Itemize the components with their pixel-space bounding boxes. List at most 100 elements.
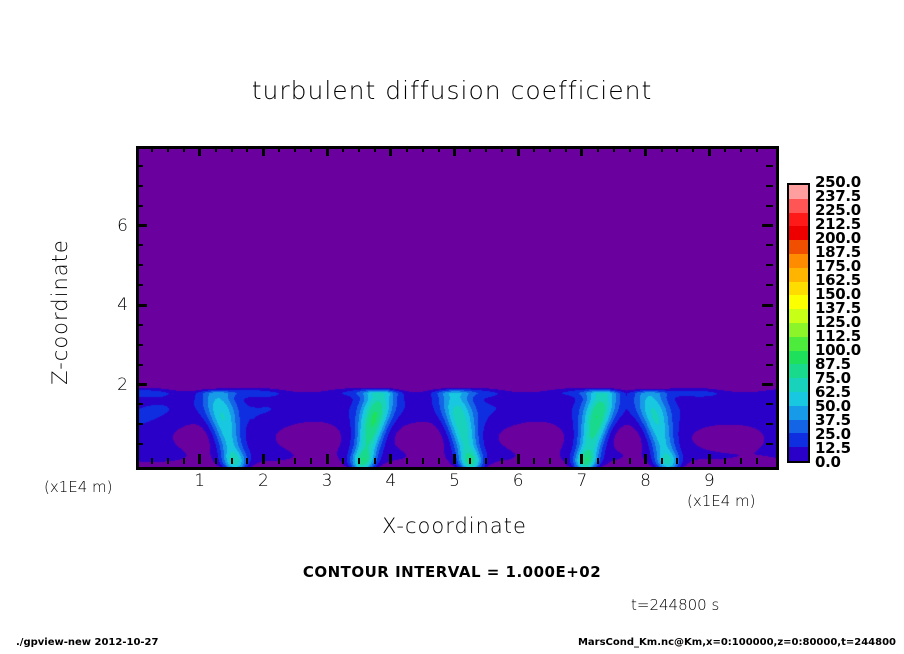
colorbar-tick-label: 75.0 bbox=[815, 369, 851, 387]
y-minor-tick bbox=[136, 184, 143, 187]
footer-command: ./gpview-new 2012-10-27 bbox=[16, 637, 159, 648]
y-minor-tick bbox=[136, 363, 143, 366]
x-top-tick bbox=[389, 146, 393, 156]
y-right-tick bbox=[762, 303, 773, 307]
x-top-tick bbox=[692, 146, 695, 152]
y-right-tick bbox=[766, 264, 773, 267]
colorbar-tick-label: 100.0 bbox=[815, 341, 861, 359]
x-minor-tick bbox=[405, 458, 408, 464]
x-minor-tick bbox=[596, 458, 599, 464]
y-right-tick bbox=[766, 204, 773, 207]
x-tick-label: 6 bbox=[512, 471, 524, 491]
x-minor-tick bbox=[501, 458, 504, 464]
x-minor-tick bbox=[357, 458, 360, 464]
y-minor-tick bbox=[136, 443, 143, 446]
x-top-tick bbox=[182, 146, 185, 152]
x-minor-tick bbox=[628, 458, 631, 464]
x-top-tick bbox=[549, 146, 552, 152]
colorbar-band bbox=[789, 295, 808, 310]
x-top-tick bbox=[278, 146, 281, 152]
x-minor-tick bbox=[150, 458, 153, 464]
x-minor-tick bbox=[756, 458, 759, 464]
x-top-tick bbox=[310, 146, 313, 152]
colorbar-tick-label: 0.0 bbox=[815, 453, 841, 471]
footer-source: MarsCond_Km.nc@Km,x=0:100000,z=0:80000,t… bbox=[577, 637, 896, 648]
colorbar-band bbox=[789, 185, 808, 199]
colorbar-band bbox=[789, 309, 808, 323]
x-minor-tick bbox=[166, 458, 169, 464]
x-minor-tick bbox=[373, 458, 376, 464]
x-minor-tick bbox=[214, 458, 217, 464]
x-tick-label: 2 bbox=[257, 471, 269, 491]
plot-frame bbox=[136, 146, 779, 470]
colorbar bbox=[787, 183, 810, 463]
x-major-tick bbox=[580, 454, 584, 464]
x-top-tick bbox=[628, 146, 631, 152]
x-top-tick bbox=[724, 146, 727, 152]
x-top-tick bbox=[485, 146, 488, 152]
x-minor-tick bbox=[230, 458, 233, 464]
x-minor-tick bbox=[278, 458, 281, 464]
y-major-tick bbox=[136, 224, 147, 227]
colorbar-tick-label: 237.5 bbox=[815, 187, 861, 205]
x-top-tick bbox=[707, 146, 711, 156]
colorbar-tick-label: 112.5 bbox=[815, 327, 861, 345]
x-minor-tick bbox=[437, 458, 440, 464]
colorbar-tick-label: 62.5 bbox=[815, 383, 851, 401]
x-tick-label: 5 bbox=[449, 471, 460, 491]
x-top-tick bbox=[325, 146, 329, 156]
y-right-tick bbox=[766, 423, 773, 426]
x-tick-label: 4 bbox=[385, 471, 397, 491]
x-minor-tick bbox=[533, 458, 536, 464]
x-top-tick bbox=[756, 146, 759, 152]
x-minor-tick bbox=[740, 458, 743, 464]
x-top-tick bbox=[453, 146, 456, 156]
colorbar-tick-label: 12.5 bbox=[815, 439, 851, 457]
x-axis-unit-label: (x1E4 m) bbox=[687, 492, 756, 510]
colorbar-band bbox=[789, 322, 808, 337]
y-minor-tick bbox=[136, 264, 143, 267]
y-right-tick bbox=[766, 184, 773, 187]
contour-field bbox=[139, 149, 776, 467]
x-top-tick bbox=[580, 146, 584, 156]
colorbar-tick-label: 150.0 bbox=[815, 285, 861, 303]
x-tick-label: 3 bbox=[321, 471, 333, 491]
colorbar-tick-label: 212.5 bbox=[815, 215, 861, 233]
x-top-tick bbox=[469, 146, 472, 152]
colorbar-band bbox=[789, 433, 808, 448]
x-minor-tick bbox=[294, 458, 297, 464]
colorbar-band bbox=[789, 378, 808, 392]
x-minor-tick bbox=[469, 458, 472, 464]
x-tick-label: 8 bbox=[640, 471, 651, 491]
x-top-tick bbox=[342, 146, 345, 152]
y-right-tick bbox=[766, 363, 773, 366]
y-minor-tick bbox=[136, 343, 143, 346]
colorbar-band bbox=[789, 405, 808, 420]
y-tick-label: 4 bbox=[117, 295, 128, 315]
colorbar-tick-label: 162.5 bbox=[815, 271, 861, 289]
colorbar-band bbox=[789, 212, 808, 227]
x-top-tick bbox=[405, 146, 408, 152]
colorbar-band bbox=[789, 447, 808, 461]
x-minor-tick bbox=[421, 458, 424, 464]
x-minor-tick bbox=[485, 458, 488, 464]
x-top-tick bbox=[596, 146, 599, 152]
x-top-tick bbox=[644, 146, 648, 156]
x-top-tick bbox=[516, 146, 520, 156]
x-minor-tick bbox=[342, 458, 345, 464]
colorbar-labels: 250.0 237.5 225.0 212.5 200.0 187.5 175.0 162.5… bbox=[815, 175, 885, 470]
colorbar-band bbox=[789, 267, 808, 282]
x-top-tick bbox=[660, 146, 663, 152]
x-top-tick bbox=[373, 146, 376, 152]
y-right-tick bbox=[766, 443, 773, 446]
colorbar-tick-label: 137.5 bbox=[815, 299, 861, 317]
x-minor-tick bbox=[246, 458, 249, 464]
x-top-tick bbox=[166, 146, 169, 152]
y-right-tick bbox=[762, 224, 773, 227]
x-tick-label: 9 bbox=[703, 471, 715, 491]
y-tick-label: 2 bbox=[117, 374, 128, 395]
page-title: turbulent diffusion coefficient bbox=[251, 76, 653, 105]
y-right-tick bbox=[766, 284, 773, 287]
y-minor-tick bbox=[136, 244, 143, 247]
x-top-tick bbox=[198, 146, 202, 156]
